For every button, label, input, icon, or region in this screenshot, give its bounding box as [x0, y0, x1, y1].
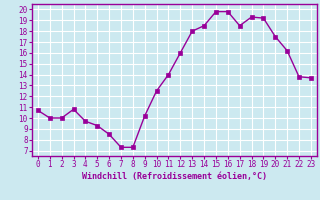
X-axis label: Windchill (Refroidissement éolien,°C): Windchill (Refroidissement éolien,°C) — [82, 172, 267, 181]
